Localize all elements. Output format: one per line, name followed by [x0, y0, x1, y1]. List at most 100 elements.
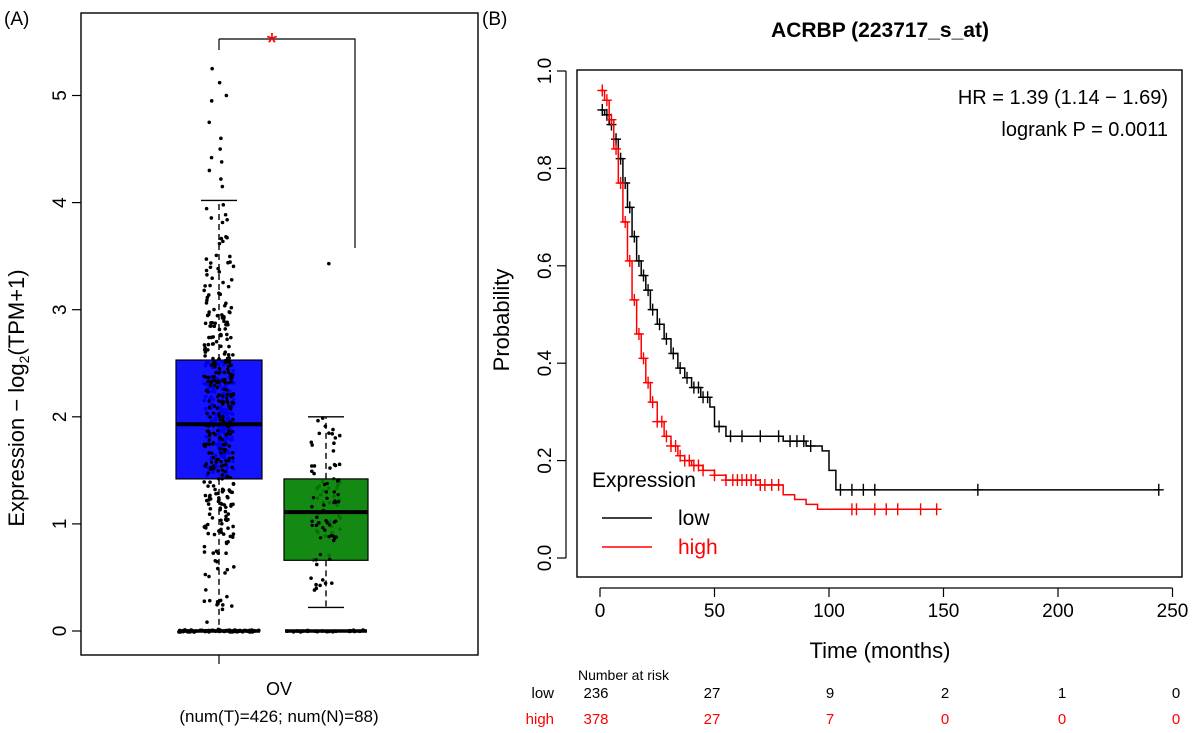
data-point	[203, 572, 208, 577]
data-point	[215, 394, 220, 399]
data-point	[229, 305, 234, 310]
data-point	[205, 272, 209, 277]
data-point	[327, 431, 331, 435]
data-point	[314, 586, 319, 591]
data-point	[211, 464, 216, 468]
data-point	[231, 392, 236, 396]
data-point	[207, 598, 212, 603]
data-point	[322, 482, 327, 487]
risk-value: 2	[941, 685, 949, 702]
data-point	[211, 455, 216, 460]
data-point	[216, 469, 220, 473]
data-point	[215, 602, 219, 607]
data-point	[228, 476, 233, 480]
data-point	[206, 502, 211, 506]
data-point	[231, 450, 235, 455]
risk-value: 1	[1058, 685, 1066, 702]
data-point	[316, 418, 320, 423]
data-point	[221, 532, 226, 536]
data-point	[206, 348, 210, 352]
data-point	[210, 342, 215, 346]
data-point	[223, 358, 228, 363]
data-point	[202, 550, 207, 554]
data-point	[222, 447, 226, 452]
data-point	[224, 462, 228, 467]
data-point	[223, 212, 228, 217]
data-point	[202, 480, 206, 484]
data-point	[224, 322, 228, 327]
panel-b-y-label: Probability	[489, 269, 514, 372]
data-point	[213, 487, 217, 492]
data-point	[314, 562, 319, 567]
data-point	[221, 414, 225, 419]
data-point	[213, 321, 218, 326]
panel-a-boxes	[175, 199, 369, 633]
data-point	[209, 379, 214, 384]
data-point	[321, 509, 326, 513]
data-point	[318, 583, 322, 588]
data-point	[309, 576, 313, 580]
data-point	[219, 344, 223, 349]
outlier-point	[224, 93, 229, 98]
data-point	[212, 383, 217, 387]
data-point	[325, 521, 330, 525]
data-point	[329, 581, 334, 585]
data-point	[225, 474, 230, 478]
panel-a-y-tick-label: 1	[50, 519, 71, 530]
significance-star: *	[267, 27, 278, 58]
data-point	[226, 370, 231, 374]
risk-value: 0	[941, 711, 949, 728]
data-point	[322, 503, 326, 507]
data-point	[220, 487, 225, 492]
panel-a-y-tick-label: 5	[50, 90, 71, 101]
data-point	[203, 464, 207, 468]
data-point	[219, 399, 224, 404]
data-point	[227, 310, 232, 314]
data-point	[220, 473, 224, 477]
data-point	[220, 468, 225, 472]
data-point	[220, 437, 225, 442]
data-point	[221, 203, 226, 207]
panel-b-y-axis: 0.0 0.2 0.4 0.6 0.8 1.0	[535, 58, 567, 571]
data-point	[214, 549, 219, 553]
data-point	[334, 519, 338, 523]
data-point	[312, 471, 316, 476]
data-point	[229, 277, 234, 282]
data-point	[206, 429, 211, 433]
data-point	[214, 339, 219, 344]
data-point	[332, 534, 336, 539]
data-point	[218, 370, 222, 374]
data-point	[229, 376, 233, 381]
data-point	[228, 534, 233, 539]
data-point	[217, 380, 222, 384]
chart-title: ACRBP (223717_s_at)	[771, 19, 989, 42]
data-point	[211, 411, 216, 415]
data-point	[331, 449, 336, 453]
panel-a-frame	[80, 12, 479, 656]
data-point	[224, 541, 229, 546]
panel-b-frame	[576, 69, 1183, 578]
data-point	[207, 438, 212, 442]
panel-a-x-label: OV	[266, 679, 292, 699]
data-point	[203, 321, 208, 326]
data-point	[231, 429, 235, 434]
data-point	[312, 464, 317, 468]
data-point	[207, 512, 212, 517]
data-point	[218, 447, 222, 451]
data-point	[221, 239, 225, 244]
hazard-ratio-text: HR = 1.39 (1.14 − 1.69)	[958, 87, 1168, 109]
data-point	[220, 394, 225, 398]
data-point	[212, 324, 217, 329]
data-point	[227, 344, 231, 349]
data-point	[202, 525, 207, 529]
y-tick-label: 0.8	[535, 155, 556, 181]
data-point	[210, 276, 214, 281]
data-point	[220, 316, 225, 320]
data-point	[231, 417, 235, 422]
data-point	[208, 431, 212, 436]
data-point	[224, 551, 228, 556]
data-point	[336, 478, 341, 482]
data-point	[310, 523, 314, 528]
data-point	[225, 332, 229, 337]
